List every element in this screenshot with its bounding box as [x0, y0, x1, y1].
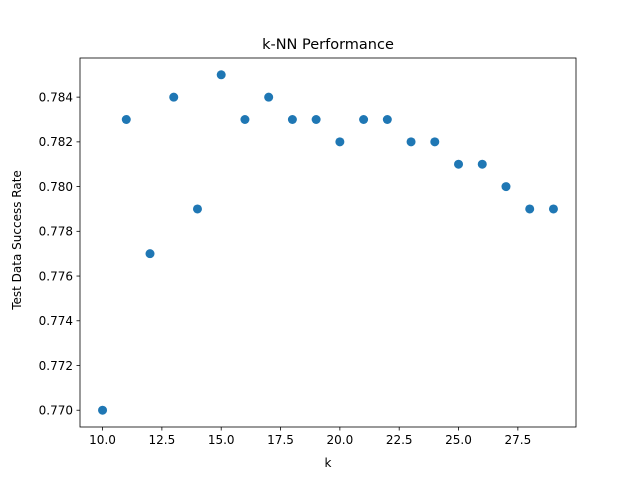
y-tick-label: 0.780 [39, 180, 73, 194]
data-point [406, 137, 416, 147]
y-tick-label: 0.770 [39, 404, 73, 418]
y-tick-label: 0.784 [39, 90, 73, 104]
data-point [287, 115, 297, 124]
data-point [240, 115, 250, 124]
y-tick-label: 0.772 [39, 359, 73, 373]
data-point [548, 204, 558, 214]
data-point [169, 92, 179, 102]
data-point [192, 204, 202, 214]
data-point [264, 92, 274, 102]
data-point [454, 159, 464, 169]
y-axis-label: Test Data Success Rate [10, 170, 24, 311]
x-tick-label: 10.0 [89, 433, 116, 447]
y-tick-label: 0.782 [39, 135, 73, 149]
data-point [145, 249, 155, 259]
data-point [311, 115, 321, 124]
data-point [477, 159, 487, 169]
data-point [335, 137, 345, 147]
x-tick-label: 25.0 [445, 433, 472, 447]
y-tick-label: 0.774 [39, 314, 73, 328]
chart-title: k-NN Performance [262, 37, 394, 53]
data-points [98, 70, 558, 415]
y-tick-label: 0.776 [39, 269, 73, 283]
x-axis-label: k [325, 456, 332, 470]
x-tick-label: 17.5 [267, 433, 294, 447]
x-tick-label: 15.0 [208, 433, 235, 447]
x-tick-label: 12.5 [149, 433, 176, 447]
axes: 10.0 12.5 15.0 17.5 20.0 22.5 25.0 27.5 0.770 0.7… [39, 57, 577, 447]
x-tick-label: 27.5 [504, 433, 531, 447]
data-point [359, 115, 369, 124]
data-point [382, 115, 392, 124]
data-point [525, 204, 535, 214]
data-point [98, 405, 108, 415]
data-point [430, 137, 440, 147]
x-tick-label: 20.0 [327, 433, 354, 447]
plot-frame [79, 57, 577, 428]
data-point [121, 115, 131, 124]
y-tick-label: 0.778 [39, 225, 73, 239]
data-point [501, 182, 511, 192]
x-tick-label: 22.5 [386, 433, 413, 447]
data-point [216, 70, 226, 80]
